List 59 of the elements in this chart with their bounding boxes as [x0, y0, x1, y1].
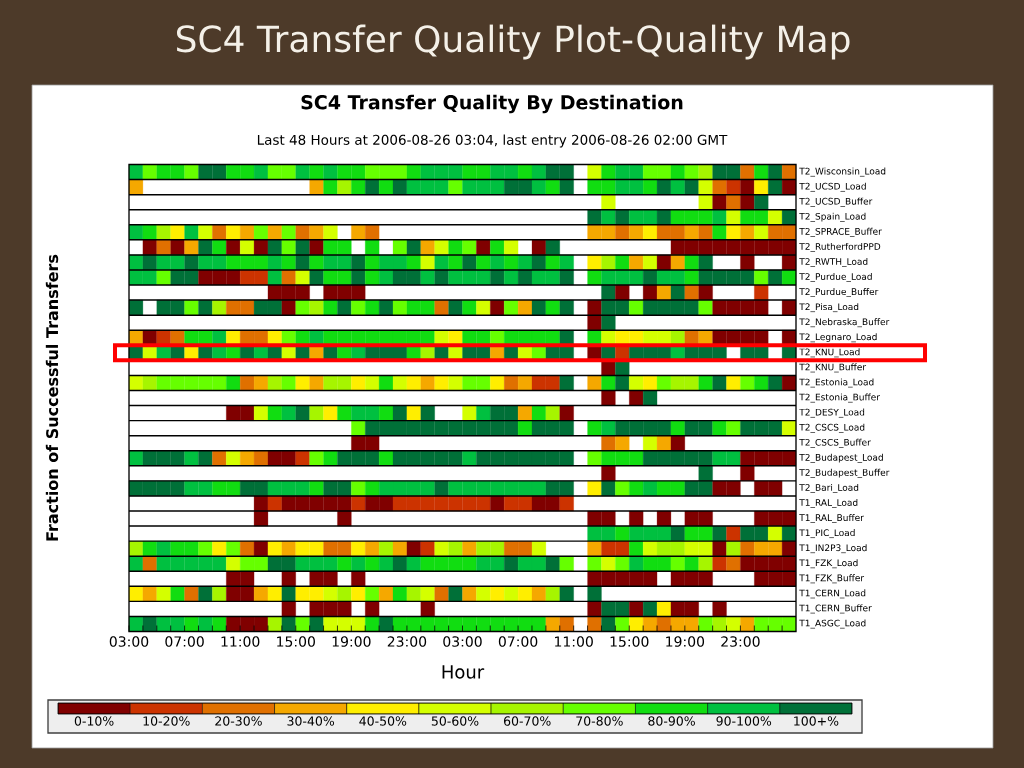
- y-tick-label: T2_Spain_Load: [799, 212, 866, 222]
- chart-title: SC4 Transfer Quality Plot-Quality Map: [176, 24, 850, 60]
- color-bar-label: 30-40%: [287, 716, 335, 726]
- y-tick-label: T2_Nebraska_Buffer: [799, 318, 890, 328]
- x-tick-label: 07:00: [165, 636, 204, 647]
- text: Last 48 Hours at 2006-08-26 03:04, last entry 2006-08-26 02:00 GMT: [257, 134, 728, 148]
- color-bar-label: 100+%: [794, 716, 839, 726]
- color-bar-label: 80-90%: [648, 716, 695, 726]
- y-tick-label: T1_IN2P3_Load: [799, 544, 867, 554]
- x-tick-label: 19:00: [666, 636, 705, 647]
- color-bar-label: 90-100%: [716, 716, 772, 726]
- x-tick-label: 19:00: [332, 636, 371, 647]
- y-tick-label: T2_Legnaro_Load: [799, 333, 877, 343]
- color-bar-label: 70-80%: [576, 716, 623, 726]
- x-tick-label: 15:00: [277, 636, 315, 647]
- y-tick-label: T2_Estonia_Load: [799, 378, 874, 388]
- x-axis-title: Hour: [442, 665, 485, 679]
- y-tick-label: T2_Wisconsin_Load: [799, 167, 886, 177]
- y-tick-label: T2_UCSD_Buffer: [799, 197, 873, 207]
- y-tick-label: T2_RWTH_Load: [799, 257, 868, 267]
- x-tick-label: 11:00: [555, 636, 593, 647]
- y-tick-label: T2_Purdue_Buffer: [799, 288, 879, 298]
- color-bar-label: 0-10%: [74, 716, 114, 726]
- chart-subtitle: SC4 Transfer Quality By Destination: [301, 94, 683, 114]
- y-tick-label: T1_ASGC_Load: [799, 619, 866, 629]
- y-tick-label: T2_Estonia_Buffer: [799, 393, 880, 403]
- color-bar-label: 50-60%: [431, 716, 479, 726]
- y-tick-label: T2_KNU_Buffer: [799, 363, 867, 373]
- y-tick-label: T1_FZK_Load: [799, 559, 858, 569]
- x-tick-label: 07:00: [498, 636, 538, 647]
- y-tick-label: T2_SPRACE_Buffer: [799, 227, 882, 237]
- y-tick-label: T2_Purdue_Load: [799, 273, 872, 282]
- x-tick-label: 15:00: [610, 636, 649, 647]
- x-tick-label: 23:00: [387, 636, 427, 647]
- color-bar-label: 60-70%: [503, 716, 551, 726]
- x-tick-label: 11:00: [221, 636, 260, 647]
- y-tick-label: T2_CSCS_Load: [799, 423, 865, 433]
- y-tick-label: T2_Budapest_Buffer: [799, 468, 890, 478]
- y-tick-label: T2_CSCS_Buffer: [799, 438, 871, 448]
- y-tick-label: T2_Budapest_Load: [799, 453, 883, 463]
- y-tick-label: T1_RAL_Buffer: [799, 514, 864, 523]
- y-tick-label: T1_CERN_Buffer: [799, 604, 872, 614]
- y-tick-label: T2_UCSD_Load: [799, 182, 866, 192]
- y-tick-label: T2_DESY_Load: [799, 408, 865, 418]
- y-tick-label: T1_RAL_Load: [799, 498, 858, 508]
- y-tick-label: T2_Bari_Load: [799, 483, 859, 493]
- y-tick-label: T2_Pisa_Load: [799, 303, 859, 313]
- x-tick-label: 23:00: [721, 636, 760, 647]
- x-tick-label: 03:00: [443, 636, 482, 647]
- y-tick-label: T1_FZK_Buffer: [799, 574, 865, 584]
- y-tick-label: T1_PIC_Load: [799, 529, 855, 539]
- color-bar-label: 10-20%: [143, 716, 190, 726]
- y-tick-label: T2_RutherfordPPD: [799, 242, 881, 252]
- color-bar-label: 40-50%: [359, 716, 407, 726]
- y-tick-label: T2_KNU_Load: [799, 348, 860, 358]
- x-tick-label: 03:00: [109, 636, 149, 647]
- color-bar-label: 20-30%: [215, 716, 262, 726]
- y-axis-title: Fraction of Successful Transfers: [45, 254, 59, 541]
- y-tick-label: T1_CERN_Load: [799, 589, 866, 599]
